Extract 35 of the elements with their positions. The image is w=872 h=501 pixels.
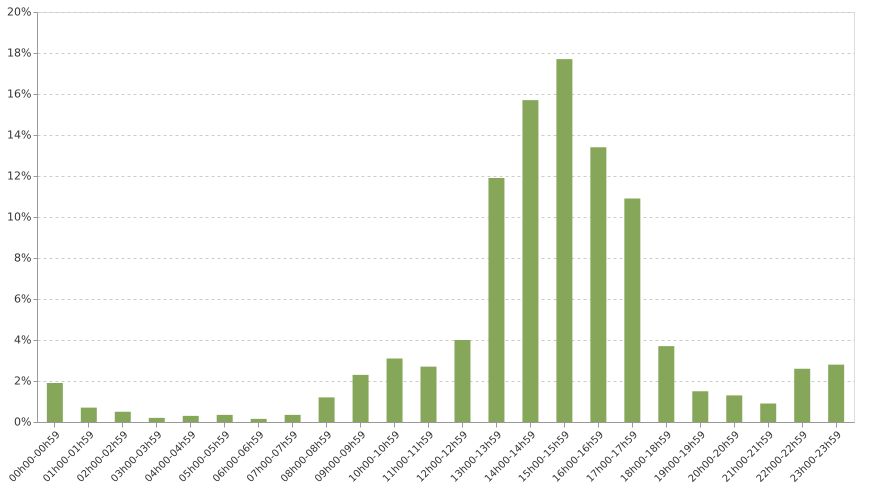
bar: [352, 374, 369, 422]
y-tick-label: 8%: [14, 252, 32, 264]
bar: [420, 366, 437, 422]
y-tick-label: 12%: [7, 170, 32, 182]
y-tick-label: 6%: [14, 292, 32, 306]
bar: [828, 364, 844, 422]
y-tick-label: 20%: [7, 6, 32, 18]
bar: [794, 368, 810, 422]
bar: [692, 391, 708, 422]
bar: [114, 412, 131, 422]
y-tick-label: 18%: [7, 46, 32, 60]
bar: [522, 100, 538, 422]
bar: [454, 340, 470, 422]
bar: [556, 59, 572, 422]
bar: [386, 358, 403, 422]
bar: [658, 346, 674, 422]
y-tick-label: 10%: [7, 210, 32, 224]
bar: [284, 414, 301, 422]
bar: [760, 404, 776, 422]
bar: [624, 198, 640, 422]
bar: [250, 418, 267, 422]
bar: [318, 397, 335, 422]
y-tick-label: 16%: [7, 88, 32, 100]
y-tick-label: 4%: [14, 334, 32, 346]
y-tick-label: 2%: [14, 374, 32, 388]
bar: [726, 395, 742, 422]
y-tick-label: 14%: [7, 128, 32, 142]
bar: [148, 418, 165, 422]
bar: [182, 416, 199, 422]
y-tick-label: 0%: [14, 416, 32, 428]
bar: [80, 408, 97, 422]
bar: [488, 178, 504, 422]
bar: [216, 414, 233, 422]
bar: [46, 383, 63, 422]
bar: [590, 147, 606, 422]
